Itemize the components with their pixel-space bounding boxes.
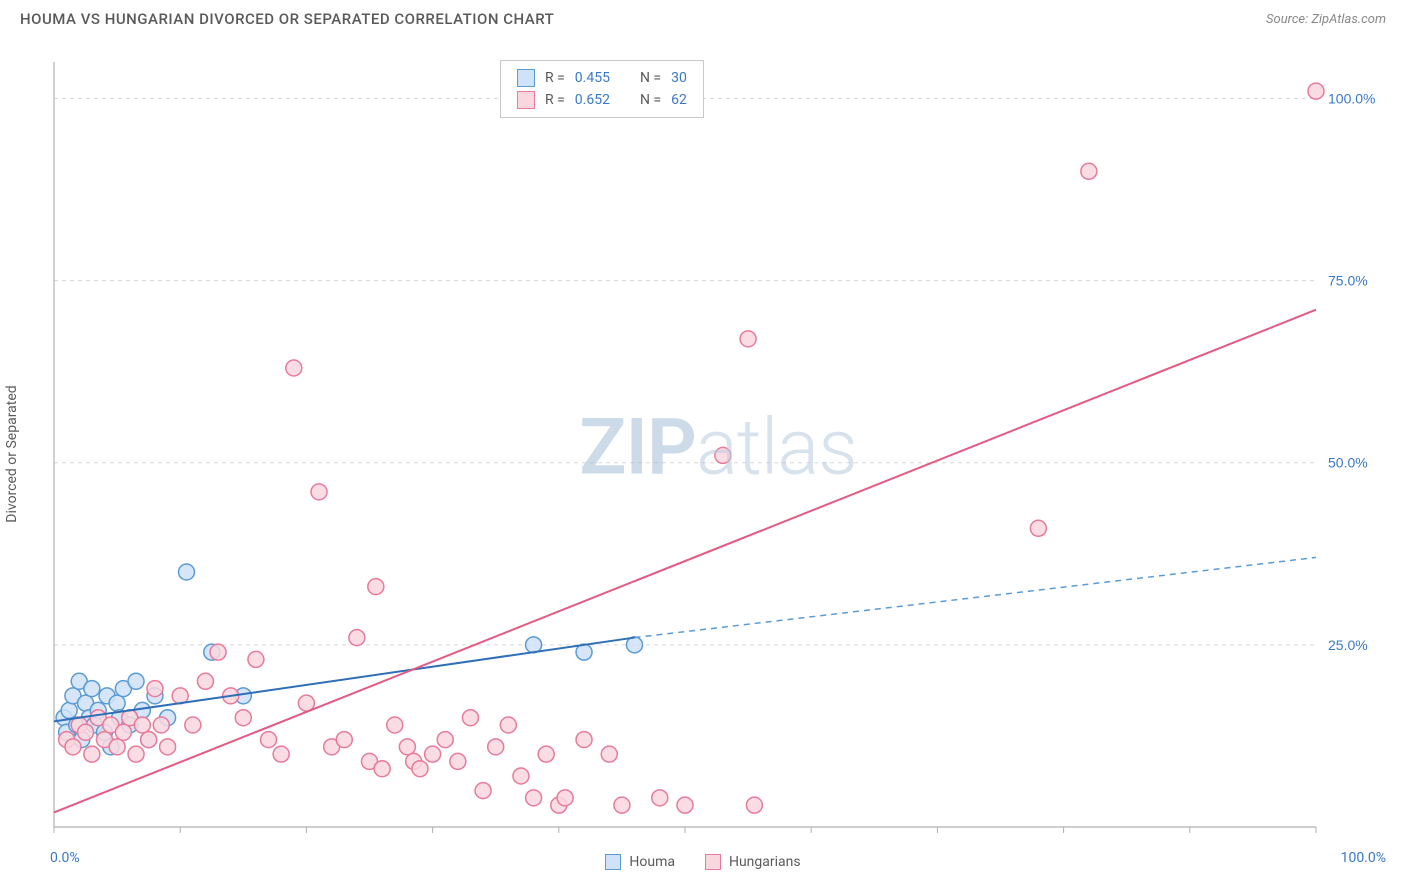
r-label: R =	[545, 70, 565, 86]
scatter-point	[61, 702, 77, 718]
scatter-point	[740, 331, 756, 347]
scatter-point	[84, 746, 100, 762]
scatter-point	[513, 768, 529, 784]
scatter-point	[500, 717, 516, 733]
scatter-point	[84, 681, 100, 697]
scatter-point	[1030, 520, 1046, 536]
scatter-point	[475, 783, 491, 799]
scatter-point	[526, 790, 542, 806]
scatter-point	[652, 790, 668, 806]
y-tick-label: 100.0%	[1328, 90, 1375, 106]
scatter-point	[746, 797, 762, 813]
scatter-point	[349, 630, 365, 646]
legend-item: Houma	[605, 854, 675, 870]
scatter-point	[78, 724, 94, 740]
scatter-point	[601, 746, 617, 762]
scatter-point	[235, 710, 251, 726]
scatter-point	[248, 651, 264, 667]
scatter-point	[557, 790, 573, 806]
scatter-point	[488, 739, 504, 755]
scatter-point	[147, 681, 163, 697]
scatter-point	[462, 710, 478, 726]
scatter-point	[65, 739, 81, 755]
stats-swatch-icon	[517, 91, 535, 109]
scatter-point	[336, 732, 352, 748]
scatter-point	[109, 739, 125, 755]
scatter-point	[715, 447, 731, 463]
legend-swatch-icon	[605, 854, 621, 870]
scatter-point	[153, 717, 169, 733]
r-value: 0.652	[575, 92, 610, 108]
scatter-point	[576, 732, 592, 748]
scatter-point	[128, 673, 144, 689]
scatter-point	[399, 739, 415, 755]
legend-label: Hungarians	[729, 854, 801, 870]
legend-label: Houma	[629, 854, 675, 870]
scatter-point	[387, 717, 403, 733]
n-value: 30	[671, 70, 687, 86]
legend-swatch-icon	[705, 854, 721, 870]
scatter-point	[1308, 83, 1324, 99]
scatter-point	[115, 724, 131, 740]
scatter-point	[677, 797, 693, 813]
scatter-point	[210, 644, 226, 660]
stats-row: R = 0.455 N = 30	[517, 67, 687, 89]
trend-line-dashed	[635, 557, 1316, 637]
scatter-point	[179, 564, 195, 580]
scatter-chart-svg: 25.0% 50.0% 75.0% 100.0%	[50, 58, 1386, 837]
trend-line	[54, 310, 1316, 813]
scatter-point	[273, 746, 289, 762]
scatter-point	[437, 732, 453, 748]
n-value: 62	[671, 92, 687, 108]
scatter-point	[109, 695, 125, 711]
correlation-stats-box: R = 0.455 N = 30 R = 0.652 N = 62	[500, 60, 704, 118]
scatter-point	[614, 797, 630, 813]
chart-header: HOUMA VS HUNGARIAN DIVORCED OR SEPARATED…	[0, 0, 1406, 34]
n-label: N =	[640, 92, 661, 108]
stats-swatch-icon	[517, 69, 535, 87]
scatter-point	[160, 739, 176, 755]
y-tick-label: 75.0%	[1328, 273, 1368, 289]
scatter-point	[197, 673, 213, 689]
scatter-point	[1081, 163, 1097, 179]
source-attribution: Source: ZipAtlas.com	[1266, 12, 1386, 27]
n-label: N =	[640, 70, 661, 86]
scatter-point	[141, 732, 157, 748]
scatter-point	[261, 732, 277, 748]
chart-legend: Houma Hungarians	[0, 854, 1406, 870]
chart-title: HOUMA VS HUNGARIAN DIVORCED OR SEPARATED…	[20, 10, 554, 28]
r-label: R =	[545, 92, 565, 108]
scatter-point	[185, 717, 201, 733]
legend-item: Hungarians	[705, 854, 801, 870]
scatter-point	[538, 746, 554, 762]
scatter-point	[412, 761, 428, 777]
scatter-point	[368, 579, 384, 595]
scatter-point	[134, 717, 150, 733]
scatter-point	[311, 484, 327, 500]
scatter-point	[374, 761, 390, 777]
y-tick-label: 25.0%	[1328, 637, 1368, 653]
scatter-point	[450, 753, 466, 769]
chart-plot-area: 25.0%50.0%75.0%100.0% ZIPatlas R =0.455N…	[50, 58, 1386, 837]
scatter-point	[425, 746, 441, 762]
stats-row: R = 0.652 N = 62	[517, 89, 687, 111]
r-value: 0.455	[575, 70, 610, 86]
scatter-point	[286, 360, 302, 376]
scatter-point	[128, 746, 144, 762]
y-tick-label: 50.0%	[1328, 455, 1368, 471]
y-axis-label: Divorced or Separated	[4, 385, 20, 522]
